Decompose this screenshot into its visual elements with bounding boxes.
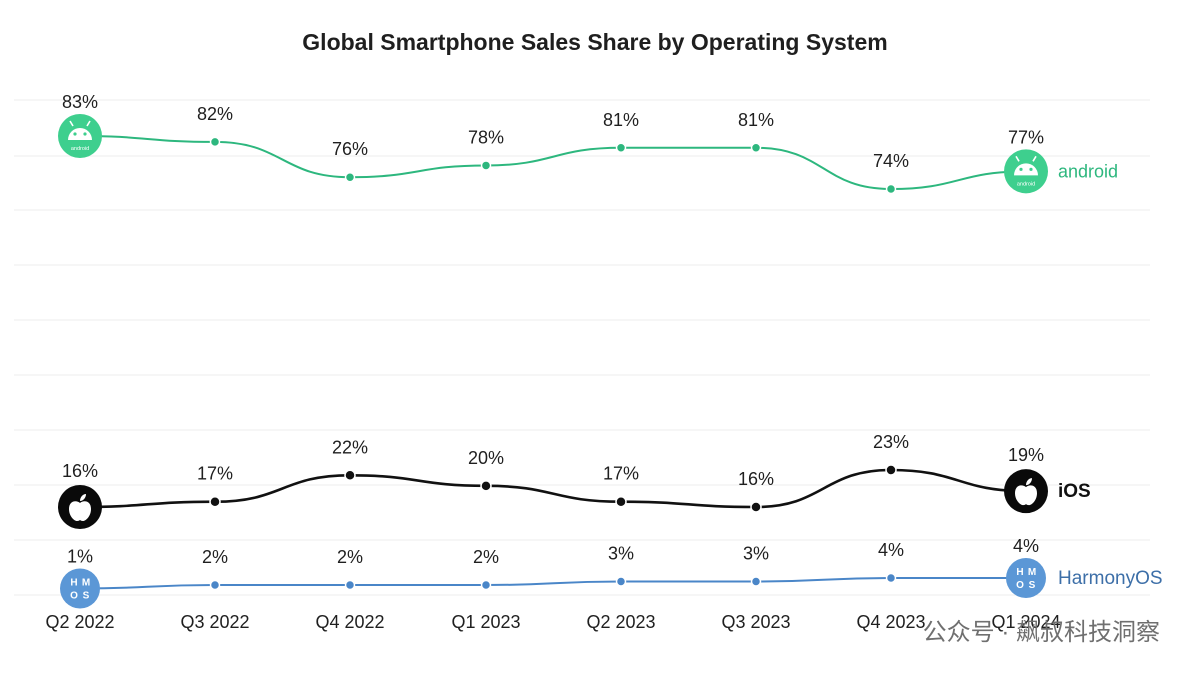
data-label: 83% <box>62 92 98 112</box>
data-point <box>885 464 897 476</box>
data-point <box>209 579 221 591</box>
harmonyos-icon-letter: O <box>1016 580 1024 591</box>
data-point <box>750 576 762 587</box>
x-tick-label: Q3 2023 <box>721 612 790 632</box>
data-label: 20% <box>468 448 504 468</box>
data-label: 1% <box>67 547 93 567</box>
series-line-harmonyos <box>79 576 1026 590</box>
data-label: 2% <box>473 547 499 567</box>
legend-label-harmonyos: HarmonyOS <box>1058 568 1163 589</box>
apple-icon <box>1004 469 1048 514</box>
android-icon-text: android <box>1017 181 1035 187</box>
data-label: 22% <box>332 437 368 457</box>
data-label: 2% <box>337 547 363 567</box>
data-label: 17% <box>197 464 233 484</box>
data-label: 4% <box>878 540 904 560</box>
android-icon: android <box>1004 149 1048 194</box>
harmonyos-icon-letter: O <box>70 591 78 602</box>
data-label: 3% <box>608 544 634 564</box>
data-point <box>480 160 492 171</box>
legend-label-ios: iOS <box>1058 481 1091 502</box>
data-point <box>615 495 627 508</box>
harmonyos-icon-letter: H <box>70 578 77 589</box>
legend-label-android: android <box>1058 161 1118 181</box>
series-lines <box>79 135 1027 590</box>
x-axis-ticks: Q2 2022 Q3 2022 Q4 2022 Q1 2023 Q2 2023 Q3 20… <box>45 612 1060 632</box>
data-label: 23% <box>873 432 909 452</box>
data-labels: 83% 82% 76% 78% 81% 81% 74% 77% 16% 17% 22% 20% 17% 1… <box>62 92 1044 567</box>
data-label: 78% <box>468 127 504 147</box>
data-point <box>615 142 627 154</box>
harmonyos-icon-letter: M <box>1028 567 1036 578</box>
chart-title: Global Smartphone Sales Share by Operati… <box>302 29 887 55</box>
android-icon-text: android <box>71 146 89 152</box>
x-tick-label: Q2 2023 <box>586 612 655 632</box>
x-tick-label: Q1 2024 <box>991 612 1060 632</box>
series-points <box>209 136 897 591</box>
data-label: 74% <box>873 151 909 171</box>
android-icon: android <box>58 114 102 158</box>
data-point <box>885 572 897 584</box>
data-point <box>344 171 356 183</box>
data-label: 76% <box>332 139 368 159</box>
data-label: 82% <box>197 104 233 124</box>
data-label: 3% <box>743 544 769 564</box>
data-point <box>750 142 762 154</box>
harmonyos-icon-letter: S <box>83 591 90 602</box>
harmonyos-icon-letter: S <box>1029 580 1036 591</box>
harmonyos-icon-letter: M <box>82 578 90 589</box>
data-label: 4% <box>1013 536 1039 556</box>
series-line-android <box>79 135 1027 191</box>
apple-icon <box>58 485 102 529</box>
data-point <box>480 579 492 591</box>
series-line-ios <box>79 468 1027 509</box>
x-tick-label: Q3 2022 <box>180 612 249 632</box>
data-label: 19% <box>1008 445 1044 465</box>
harmonyos-icon: H MO S <box>1006 558 1046 598</box>
data-point <box>209 136 221 148</box>
data-point <box>480 480 492 492</box>
harmonyos-icon: H MO S <box>60 568 100 609</box>
x-tick-label: Q1 2023 <box>451 612 520 632</box>
data-label: 17% <box>603 464 639 484</box>
x-tick-label: Q4 2022 <box>315 612 384 632</box>
watermark-text: 公众号 · 飙叔科技洞察 <box>923 619 1160 646</box>
data-point <box>344 579 356 591</box>
legend: android iOS HarmonyOS <box>1058 161 1163 589</box>
data-label: 81% <box>603 110 639 130</box>
data-point <box>344 469 356 482</box>
data-label: 2% <box>202 547 228 567</box>
data-label: 16% <box>738 469 774 489</box>
x-tick-label: Q2 2022 <box>45 612 114 632</box>
data-label: 77% <box>1008 127 1044 147</box>
data-point <box>209 495 221 508</box>
gridlines <box>14 99 1150 596</box>
data-label: 81% <box>738 110 774 130</box>
harmonyos-icon-letter: H <box>1016 567 1023 578</box>
x-tick-label: Q4 2023 <box>856 612 925 632</box>
data-point <box>750 501 762 513</box>
data-label: 16% <box>62 461 98 481</box>
data-point <box>615 576 627 587</box>
data-point <box>885 183 897 195</box>
